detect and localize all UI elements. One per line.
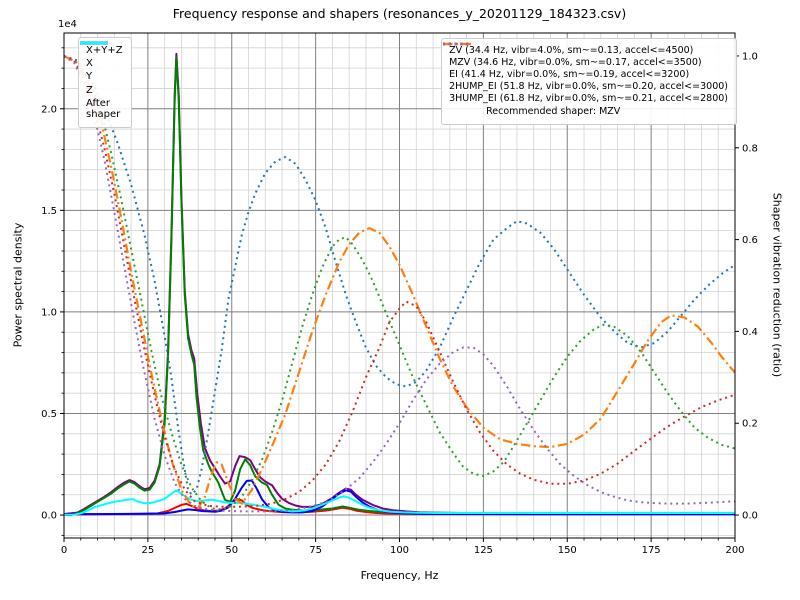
tick-label: 125 bbox=[474, 545, 493, 556]
x-axis-label: Frequency, Hz bbox=[360, 569, 439, 582]
shaper-legend-label: 2HUMP_EI (51.8 Hz, vibr=0.0%, sm~=0.20, … bbox=[449, 80, 728, 92]
shaper-legend-label: EI (41.4 Hz, vibr=0.0%, sm~=0.19, accel<… bbox=[449, 68, 690, 80]
legend-swatch-line bbox=[443, 42, 472, 46]
psd-legend-item: X bbox=[80, 41, 123, 70]
tick-label: 2.0 bbox=[41, 104, 57, 115]
tick-label: 100 bbox=[390, 545, 409, 556]
psd-legend-item: Y bbox=[80, 41, 123, 83]
recommended-shaper-note: Recommended shaper: MZV bbox=[486, 106, 621, 118]
tick-label: 25 bbox=[142, 545, 155, 556]
curve-2hump-ei bbox=[64, 55, 735, 508]
tick-label: 1.0 bbox=[41, 307, 57, 318]
shaper-legend-item: 3HUMP_EI (61.8 Hz, vibr=0.0%, sm~=0.21, … bbox=[443, 42, 728, 105]
psd-legend: X+Y+Z X Y Z After shaper bbox=[78, 37, 132, 129]
tick-label: 0.2 bbox=[742, 419, 758, 430]
psd-legend-label: X+Y+Z bbox=[86, 45, 123, 56]
psd-legend-item: Z bbox=[80, 41, 123, 96]
tick-label: 200 bbox=[725, 545, 744, 556]
legend-swatch-line bbox=[80, 41, 108, 45]
tick-label: 1.5 bbox=[41, 206, 57, 217]
chart-title: Frequency response and shapers (resonanc… bbox=[172, 6, 627, 21]
shaper-legend: ZV (34.4 Hz, vibr=4.0%, sm~=0.13, accel<… bbox=[441, 38, 737, 125]
y-axis-label-right: Shaper vibration reduction (ratio) bbox=[770, 192, 784, 378]
shaper-legend-label: ZV (34.4 Hz, vibr=4.0%, sm~=0.13, accel<… bbox=[449, 44, 694, 56]
tick-label: 0.6 bbox=[742, 235, 758, 246]
tick-label: 150 bbox=[558, 545, 577, 556]
y-axis-label-left: Power spectral density bbox=[11, 222, 25, 348]
tick-label: 0.4 bbox=[742, 327, 758, 338]
curve-ei bbox=[64, 55, 735, 511]
psd-legend-item: After shaper bbox=[80, 41, 123, 120]
tick-label: 0.5 bbox=[41, 409, 57, 420]
tick-label: 0.0 bbox=[742, 511, 758, 522]
shaper-legend-item: ZV (34.4 Hz, vibr=4.0%, sm~=0.13, accel<… bbox=[443, 42, 728, 57]
psd-legend-label: X bbox=[86, 58, 93, 70]
shaper-legend-item: 2HUMP_EI (51.8 Hz, vibr=0.0%, sm~=0.20, … bbox=[443, 42, 728, 93]
tick-label: 50 bbox=[225, 545, 238, 556]
shaper-legend-label: 3HUMP_EI (61.8 Hz, vibr=0.0%, sm~=0.21, … bbox=[449, 93, 728, 104]
curve-x bbox=[64, 498, 735, 516]
curves-layer bbox=[64, 52, 735, 516]
psd-legend-label: Z bbox=[86, 84, 93, 96]
tick-label: 175 bbox=[642, 545, 661, 556]
tick-label: 1.0 bbox=[742, 51, 758, 62]
shaper-legend-item: MZV (34.6 Hz, vibr=0.0%, sm~=0.17, accel… bbox=[443, 42, 728, 69]
tick-label: 0 bbox=[61, 545, 67, 556]
psd-legend-label: After shaper bbox=[86, 97, 121, 120]
y-axis-offset-label: 1e4 bbox=[58, 19, 77, 30]
curve-y bbox=[64, 56, 735, 516]
shaper-legend-item: EI (41.4 Hz, vibr=0.0%, sm~=0.19, accel<… bbox=[443, 42, 728, 81]
tick-label: 75 bbox=[309, 545, 322, 556]
tick-label: 0.8 bbox=[742, 143, 758, 154]
tick-label: 0.0 bbox=[41, 511, 57, 522]
curve-xyz bbox=[64, 52, 735, 515]
shaper-legend-label: MZV (34.6 Hz, vibr=0.0%, sm~=0.17, accel… bbox=[449, 56, 702, 68]
psd-legend-label: Y bbox=[86, 71, 93, 83]
